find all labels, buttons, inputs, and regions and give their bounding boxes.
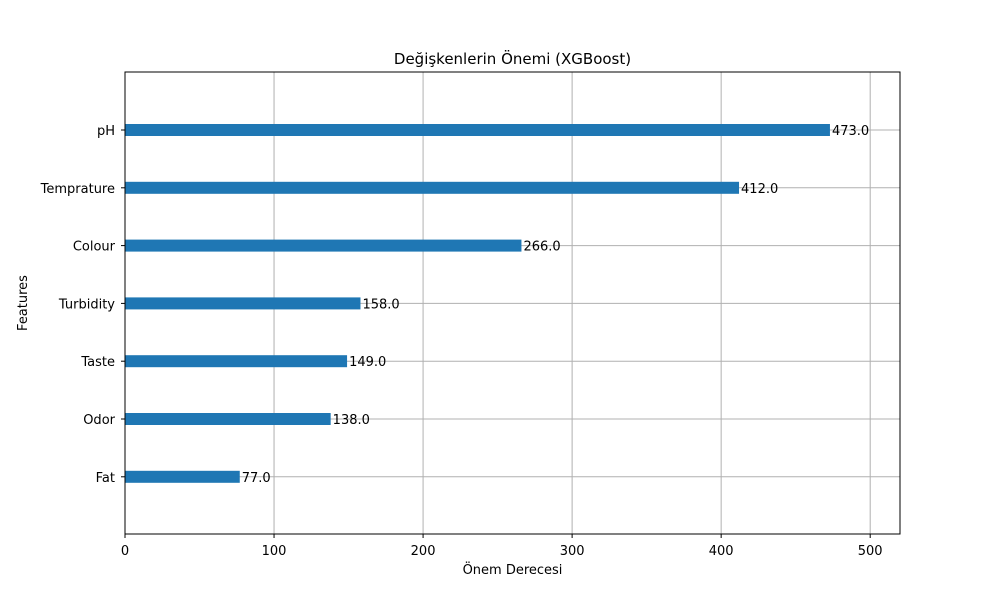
bar [125, 181, 740, 194]
bar-value-label: 158.0 [362, 297, 399, 312]
y-tick-label: pH [97, 124, 115, 139]
y-tick-label: Taste [80, 355, 115, 370]
y-tick-label: Fat [96, 471, 115, 486]
bar-value-label: 77.0 [242, 471, 271, 486]
x-tick-label: 300 [560, 544, 585, 559]
bar-value-label: 149.0 [349, 355, 386, 370]
y-tick-label: Turbidity [58, 297, 115, 312]
chart-title: Değişkenlerin Önemi (XGBoost) [394, 49, 631, 68]
x-tick-label: 0 [121, 544, 129, 559]
x-axis-label: Önem Derecesi [463, 561, 563, 578]
bar [125, 297, 361, 310]
bar-value-label: 266.0 [523, 240, 560, 255]
bar-value-label: 473.0 [832, 124, 869, 139]
y-tick-label: Colour [73, 240, 116, 255]
bar [125, 124, 830, 136]
bars-layer: 473.0 412.0 266.0 158.0 149.0 138.0 77.0 [125, 124, 869, 486]
x-tick-label: 500 [858, 544, 883, 559]
axis-layer: 0 100 200 300 400 500 pH Temprature Colour Turbid… [40, 124, 883, 559]
bar [125, 413, 331, 425]
bar [125, 239, 522, 252]
y-tick-label: Odor [83, 413, 115, 428]
y-tick-label: Temprature [40, 182, 115, 197]
bar [125, 470, 240, 483]
x-tick-label: 100 [262, 544, 287, 559]
bar-value-label: 412.0 [741, 182, 778, 197]
y-axis-label: Features [16, 275, 31, 331]
bar [125, 355, 348, 368]
x-tick-label: 400 [709, 544, 734, 559]
x-tick-label: 200 [411, 544, 436, 559]
bar-value-label: 138.0 [333, 413, 370, 428]
